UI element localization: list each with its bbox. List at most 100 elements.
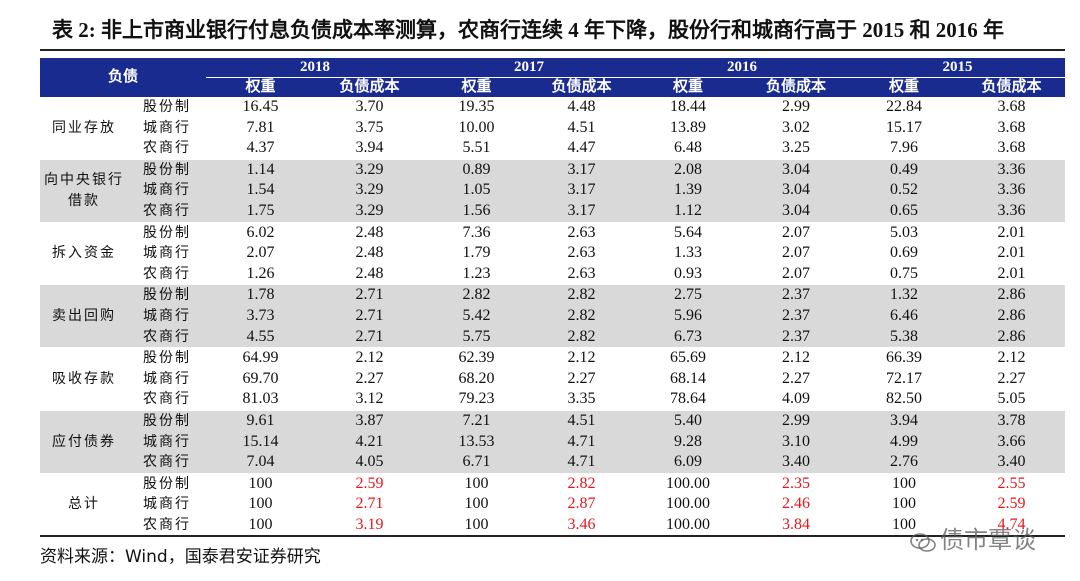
- cost-cell: 3.36: [958, 200, 1066, 223]
- table-row: 应付债券 股份制 9.61 3.87 7.21 4.51 5.40 2.99 3.94 3.78: [40, 409, 1066, 474]
- bank-type-label: 城商行: [143, 370, 191, 387]
- row-group-label: 卖出回购: [40, 284, 128, 348]
- bank-type-label: 股份制: [128, 158, 207, 181]
- cost-cell: 3.36: [958, 158, 1066, 181]
- header-cost: 负债成本: [315, 77, 425, 97]
- weight-cell: 72.17: [886, 369, 923, 387]
- weight-cell: 3.73: [206, 305, 316, 327]
- weight-cell: 65.69: [634, 347, 743, 369]
- cost-cell: 3.40: [742, 452, 851, 474]
- table-body: 同业存放 股份制 16.45 3.70 19.35 4.48 18.44 2.99 22.84 3…: [40, 97, 1066, 536]
- cost-cell: 3.35: [567, 390, 596, 408]
- bank-type-label: 股份制: [128, 409, 207, 432]
- cost-cell: 4.51: [529, 409, 635, 432]
- weight-cell: 3.94: [850, 409, 959, 432]
- cost-cell: 2.86: [958, 326, 1066, 348]
- row-group-label: 吸收存款: [40, 347, 128, 411]
- cost-cell: 2.07: [782, 244, 811, 262]
- title-rule: [40, 49, 1065, 51]
- cost-cell: 3.02: [782, 118, 811, 136]
- cost-cell: 2.82: [529, 305, 635, 327]
- weight-cell: 100: [464, 495, 489, 513]
- cost-cell: 4.48: [567, 98, 596, 115]
- weight-cell: 1.26: [246, 264, 275, 282]
- weight-cell: 1.54: [206, 180, 316, 201]
- weight-cell: 68.20: [458, 369, 495, 387]
- cost-cell: 3.36: [958, 180, 1066, 201]
- bank-type-label: 农商行: [143, 391, 191, 408]
- weight-cell: 100: [248, 495, 273, 513]
- weight-cell: 16.45: [242, 98, 279, 115]
- cost-cell: 4.47: [567, 139, 596, 157]
- weight-cell: 5.42: [424, 305, 530, 327]
- cost-cell: 4.51: [567, 118, 596, 136]
- weight-cell: 15.17: [886, 118, 923, 136]
- weight-cell: 7.21: [424, 409, 530, 432]
- weight-cell: 2.75: [634, 284, 743, 306]
- cost-cell: 3.78: [958, 409, 1066, 432]
- bottom-rule: [40, 535, 1065, 537]
- bank-type-label: 股份制: [128, 347, 207, 369]
- cost-cell: 2.82: [529, 284, 635, 306]
- weight-cell: 100: [464, 515, 489, 533]
- cost-cell: 3.29: [315, 158, 425, 181]
- source-note: 资料来源：Wind，国泰君安证券研究: [40, 547, 321, 567]
- cost-cell: 2.59: [315, 472, 425, 495]
- table-row: 城商行 15.14 4.21 13.53 4.71 9.28 3.10 4.99 3.66: [40, 431, 1066, 453]
- weight-cell: 9.61: [206, 409, 316, 432]
- cost-cell: 2.27: [355, 369, 384, 387]
- table-row: 吸收存款 股份制 64.99 2.12 62.39 2.12 65.69 2.12 66.39 2…: [40, 347, 1066, 411]
- weight-cell: 5.03: [850, 221, 959, 244]
- table-row: 农商行 1.26 2.48 1.23 2.63 0.93 2.07 0.75 2.01: [40, 264, 1065, 285]
- row-group-label: 同业存放: [40, 97, 128, 159]
- cost-cell: 2.37: [742, 284, 851, 306]
- bank-type-label: 农商行: [143, 516, 191, 533]
- cost-cell: 3.87: [315, 409, 425, 432]
- cost-cell: 2.27: [997, 369, 1026, 387]
- cost-cell: 3.40: [958, 452, 1066, 474]
- weight-cell: 78.64: [670, 390, 707, 408]
- cost-cell: 2.87: [567, 495, 596, 513]
- row-group-label: 应付债券: [40, 409, 128, 474]
- cost-cell: 3.12: [355, 390, 384, 408]
- weight-cell: 100: [248, 515, 273, 533]
- weight-cell: 82.50: [886, 390, 923, 408]
- cost-cell: 2.82: [529, 326, 635, 348]
- cost-cell: 4.21: [315, 431, 425, 453]
- cost-cell: 3.68: [997, 118, 1026, 136]
- header-year: 2017: [424, 58, 635, 78]
- weight-cell: 7.36: [424, 221, 530, 244]
- cost-cell: 3.17: [529, 200, 635, 223]
- cost-cell: 2.01: [958, 221, 1066, 244]
- weight-cell: 1.78: [206, 284, 316, 306]
- weight-cell: 7.04: [206, 452, 316, 474]
- cost-cell: 3.04: [742, 180, 851, 201]
- weight-cell: 18.44: [670, 98, 707, 115]
- weight-cell: 5.40: [634, 409, 743, 432]
- table-row: 城商行 69.70 2.27 68.20 2.27 68.14 2.27 72.17 2.27: [40, 369, 1065, 390]
- cost-cell: 2.48: [355, 244, 384, 262]
- cost-cell: 2.27: [567, 369, 596, 387]
- cost-cell: 2.71: [355, 495, 384, 513]
- cost-cell: 2.48: [315, 221, 425, 244]
- weight-cell: 1.39: [634, 180, 743, 201]
- row-group-label-line: 吸收存款: [52, 370, 116, 387]
- bank-type-label: 农商行: [143, 265, 191, 282]
- weight-cell: 6.71: [424, 452, 530, 474]
- table-row: 农商行 7.04 4.05 6.71 4.71 6.09 3.40 2.76 3.40: [40, 452, 1066, 474]
- bank-type-label: 农商行: [128, 326, 207, 348]
- wechat-icon: [910, 531, 936, 552]
- weight-cell: 6.09: [634, 452, 743, 474]
- cost-cell: 3.04: [742, 158, 851, 181]
- row-group-label: 总计: [40, 472, 128, 536]
- cost-cell: 2.35: [742, 472, 851, 495]
- row-group-label-line: 卖出回购: [52, 307, 116, 324]
- weight-cell: 2.07: [246, 244, 275, 262]
- data-table: 负债 2018 2017 2016 2015 权重 负债成本 权重 负债成本 权…: [40, 58, 1066, 536]
- cost-cell: 5.05: [997, 390, 1026, 408]
- row-group-label-line: 总计: [68, 496, 100, 513]
- bank-type-label: 城商行: [143, 119, 191, 136]
- weight-cell: 4.37: [246, 139, 275, 157]
- weight-cell: 0.69: [890, 244, 919, 262]
- cost-cell: 2.01: [997, 244, 1026, 262]
